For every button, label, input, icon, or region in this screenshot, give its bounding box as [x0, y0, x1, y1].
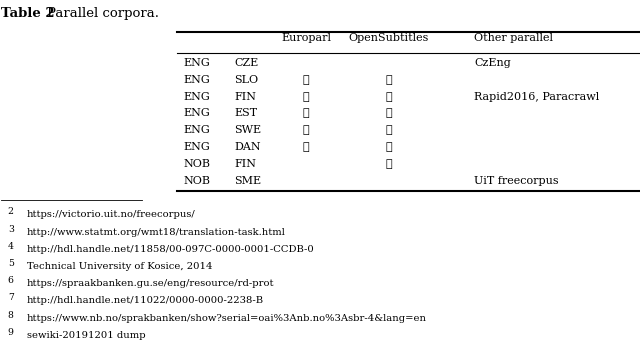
Text: ✓: ✓ — [303, 142, 309, 153]
Text: Europarl: Europarl — [281, 33, 331, 43]
Text: 6: 6 — [8, 276, 13, 285]
Text: http://hdl.handle.net/11858/00-097C-0000-0001-CCDB-0: http://hdl.handle.net/11858/00-097C-0000… — [27, 245, 315, 254]
Text: Table 2: Table 2 — [1, 7, 55, 20]
Text: ENG: ENG — [183, 58, 210, 68]
Text: ✓: ✓ — [385, 142, 392, 153]
Text: https://spraakbanken.gu.se/eng/resource/rd-prot: https://spraakbanken.gu.se/eng/resource/… — [27, 279, 275, 288]
Text: FIN: FIN — [234, 92, 256, 102]
Text: ✓: ✓ — [303, 125, 309, 135]
Text: ✓: ✓ — [385, 108, 392, 118]
Text: NOB: NOB — [183, 176, 210, 186]
Text: UiT freecorpus: UiT freecorpus — [474, 176, 559, 186]
Text: OpenSubtitles: OpenSubtitles — [349, 33, 429, 43]
Text: ✓: ✓ — [385, 74, 392, 84]
Text: CzEng: CzEng — [474, 58, 511, 68]
Text: ✓: ✓ — [385, 125, 392, 135]
Text: 2: 2 — [8, 207, 14, 217]
Text: 8: 8 — [8, 311, 13, 320]
Text: SWE: SWE — [234, 125, 261, 135]
Text: http://hdl.handle.net/11022/0000-0000-2238-B: http://hdl.handle.net/11022/0000-0000-22… — [27, 296, 264, 305]
Text: ✓: ✓ — [303, 92, 309, 102]
Text: http://www.statmt.org/wmt18/translation-task.html: http://www.statmt.org/wmt18/translation-… — [27, 228, 285, 237]
Text: SLO: SLO — [234, 74, 258, 84]
Text: FIN: FIN — [234, 159, 256, 169]
Text: ENG: ENG — [183, 142, 210, 153]
Text: DAN: DAN — [234, 142, 260, 153]
Text: EST: EST — [234, 108, 257, 118]
Text: NOB: NOB — [183, 159, 210, 169]
Text: sewiki-20191201 dump: sewiki-20191201 dump — [27, 331, 145, 340]
Text: 3: 3 — [8, 224, 13, 234]
Text: 7: 7 — [8, 293, 13, 303]
Text: ENG: ENG — [183, 108, 210, 118]
Text: ✓: ✓ — [385, 92, 392, 102]
Text: https://victorio.uit.no/freecorpus/: https://victorio.uit.no/freecorpus/ — [27, 211, 196, 219]
Text: 5: 5 — [8, 259, 13, 268]
Text: Other parallel: Other parallel — [474, 33, 553, 43]
Text: 9: 9 — [8, 328, 14, 337]
Text: ✓: ✓ — [303, 74, 309, 84]
Text: Parallel corpora.: Parallel corpora. — [47, 7, 159, 20]
Text: Technical University of Kosice, 2014: Technical University of Kosice, 2014 — [27, 262, 212, 271]
Text: CZE: CZE — [234, 58, 258, 68]
Text: ENG: ENG — [183, 74, 210, 84]
Text: SME: SME — [234, 176, 261, 186]
Text: Rapid2016, Paracrawl: Rapid2016, Paracrawl — [474, 92, 600, 102]
Text: https://www.nb.no/sprakbanken/show?serial=oai%3Anb.no%3Asbr-4&lang=en: https://www.nb.no/sprakbanken/show?seria… — [27, 314, 427, 323]
Text: ENG: ENG — [183, 125, 210, 135]
Text: 4: 4 — [8, 242, 14, 251]
Text: ✓: ✓ — [303, 108, 309, 118]
Text: ✓: ✓ — [385, 159, 392, 169]
Text: ENG: ENG — [183, 92, 210, 102]
